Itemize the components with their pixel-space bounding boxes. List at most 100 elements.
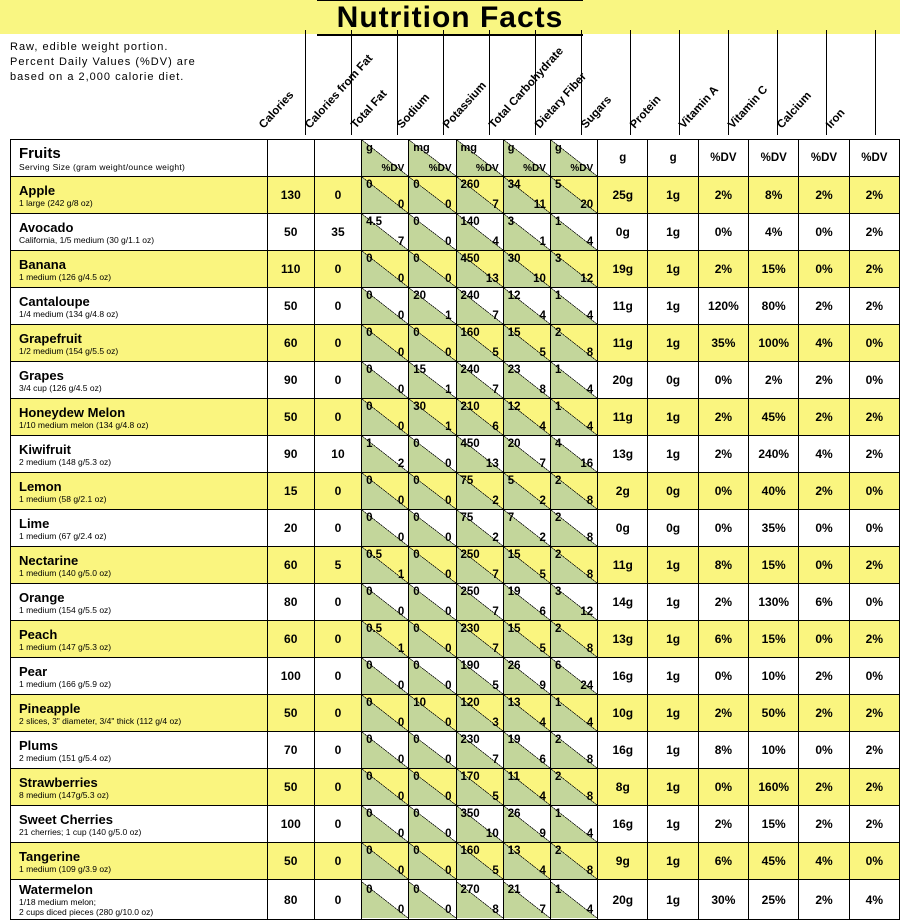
fruit-name-cell: Kiwifruit2 medium (148 g/5.3 oz) (11, 436, 268, 473)
value-cell: 1g (648, 732, 698, 769)
header-row: Raw, edible weight portion. Percent Dail… (0, 34, 900, 139)
fruit-name: Apple (19, 183, 259, 198)
fruit-serving: 8 medium (147g/5.3 oz) (19, 790, 259, 800)
value-cell: 25% (749, 880, 799, 920)
value-cell: 0% (849, 325, 899, 362)
nutrition-table: FruitsServing Size (gram weight/ounce we… (10, 139, 900, 920)
calories-cell: 100 (267, 658, 314, 695)
fruit-name-cell: Peach1 medium (147 g/5.3 oz) (11, 621, 268, 658)
col-header: Vitamin C (729, 30, 778, 135)
value-cell: 50% (749, 695, 799, 732)
split-value-cell: 752 (456, 510, 503, 547)
col-header-label: Vitamin C (726, 84, 770, 131)
value-cell: 45% (749, 399, 799, 436)
fruit-name: Pear (19, 664, 259, 679)
calories-cell: 50 (267, 214, 314, 251)
split-value-cell: 35010 (456, 806, 503, 843)
value-cell: 2% (799, 177, 849, 214)
table-row: Pear1 medium (166 g/5.9 oz)1000000019052… (11, 658, 900, 695)
value-cell: 15% (749, 547, 799, 584)
split-value-cell: 00 (409, 584, 456, 621)
fruit-name: Watermelon (19, 882, 259, 897)
value-cell: 13g (598, 621, 648, 658)
fruit-name-cell: Tangerine1 medium (109 g/3.9 oz) (11, 843, 268, 880)
fruit-serving: 1 large (242 g/8 oz) (19, 198, 259, 208)
value-cell: 10% (749, 658, 799, 695)
value-cell: 2% (799, 769, 849, 806)
table-row: Cantaloupe1/4 medium (134 g/4.8 oz)50000… (11, 288, 900, 325)
split-value-cell: 00 (362, 362, 409, 399)
fruit-name: Grapefruit (19, 331, 259, 346)
cal-from-fat-cell: 0 (314, 880, 361, 920)
split-value-cell: 14 (550, 399, 597, 436)
group-sub: Serving Size (gram weight/ounce weight) (19, 162, 259, 172)
split-value-cell: 28 (550, 621, 597, 658)
split-value-cell: 196 (503, 732, 550, 769)
value-cell: 20g (598, 362, 648, 399)
cal-from-fat-cell: 0 (314, 769, 361, 806)
split-value-cell: 28 (550, 547, 597, 584)
unit-cell-split: g%DV (503, 140, 550, 177)
split-value-cell: 3411 (503, 177, 550, 214)
col-header-label: Calcium (775, 90, 814, 131)
fruit-serving: 2 medium (148 g/5.3 oz) (19, 457, 259, 467)
group-header-cell: FruitsServing Size (gram weight/ounce we… (11, 140, 268, 177)
value-cell: 10g (598, 695, 648, 732)
fruit-serving: 21 cherries; 1 cup (140 g/5.0 oz) (19, 827, 259, 837)
value-cell: 1g (648, 288, 698, 325)
split-value-cell: 00 (409, 769, 456, 806)
fruit-name-cell: Pineapple2 slices, 3" diameter, 3/4" thi… (11, 695, 268, 732)
split-value-cell: 28 (550, 769, 597, 806)
split-value-cell: 28 (550, 510, 597, 547)
value-cell: 2% (698, 584, 748, 621)
col-header: Sodium (398, 30, 444, 135)
col-header: Total Carbohydrate (490, 30, 536, 135)
fruit-serving: 1 medium (58 g/2.1 oz) (19, 494, 259, 504)
fruit-name-cell: Nectarine1 medium (140 g/5.0 oz) (11, 547, 268, 584)
split-value-cell: 00 (409, 214, 456, 251)
value-cell: 15% (749, 251, 799, 288)
col-header-label: Total Fat (349, 88, 389, 131)
fruit-serving: 1 medium (109 g/3.9 oz) (19, 864, 259, 874)
value-cell: 4% (799, 436, 849, 473)
calories-cell: 60 (267, 547, 314, 584)
value-cell: 11g (598, 547, 648, 584)
value-cell: 2% (799, 473, 849, 510)
value-cell: 0g (648, 510, 698, 547)
value-cell: 1g (648, 251, 698, 288)
split-value-cell: 2507 (456, 547, 503, 584)
value-cell: 6% (698, 843, 748, 880)
value-cell: 0% (799, 510, 849, 547)
value-cell: 2% (849, 436, 899, 473)
split-value-cell: 28 (550, 843, 597, 880)
value-cell: 2% (799, 658, 849, 695)
split-value-cell: 416 (550, 436, 597, 473)
table-row: Grapes3/4 cup (126 g/4.5 oz)900001512407… (11, 362, 900, 399)
col-header-label: Vitamin A (677, 84, 721, 131)
split-value-cell: 00 (409, 806, 456, 843)
table-row: Plums2 medium (151 g/5.4 oz)700000023071… (11, 732, 900, 769)
note-line: Raw, edible weight portion. (10, 40, 250, 55)
split-value-cell: 2307 (456, 621, 503, 658)
table-row: Strawberries8 medium (147g/5.3 oz)500000… (11, 769, 900, 806)
unit-cell-split: mg%DV (409, 140, 456, 177)
cal-from-fat-cell: 0 (314, 473, 361, 510)
value-cell: 11g (598, 399, 648, 436)
fruit-serving: 1 medium (140 g/5.0 oz) (19, 568, 259, 578)
value-cell: 1g (648, 843, 698, 880)
value-cell: 0% (849, 362, 899, 399)
value-cell: 2% (849, 621, 899, 658)
value-cell: 2g (598, 473, 648, 510)
fruit-name-cell: Apple1 large (242 g/8 oz) (11, 177, 268, 214)
split-value-cell: 00 (362, 732, 409, 769)
fruit-name-cell: Watermelon1/18 medium melon;2 cups diced… (11, 880, 268, 920)
value-cell: 13g (598, 436, 648, 473)
value-cell: 2% (698, 399, 748, 436)
split-value-cell: 207 (503, 436, 550, 473)
unit-cell: %DV (749, 140, 799, 177)
fruit-name-cell: Grapes3/4 cup (126 g/4.5 oz) (11, 362, 268, 399)
unit-cell: g (648, 140, 698, 177)
value-cell: 120% (698, 288, 748, 325)
fruit-name: Peach (19, 627, 259, 642)
cal-from-fat-cell: 0 (314, 695, 361, 732)
